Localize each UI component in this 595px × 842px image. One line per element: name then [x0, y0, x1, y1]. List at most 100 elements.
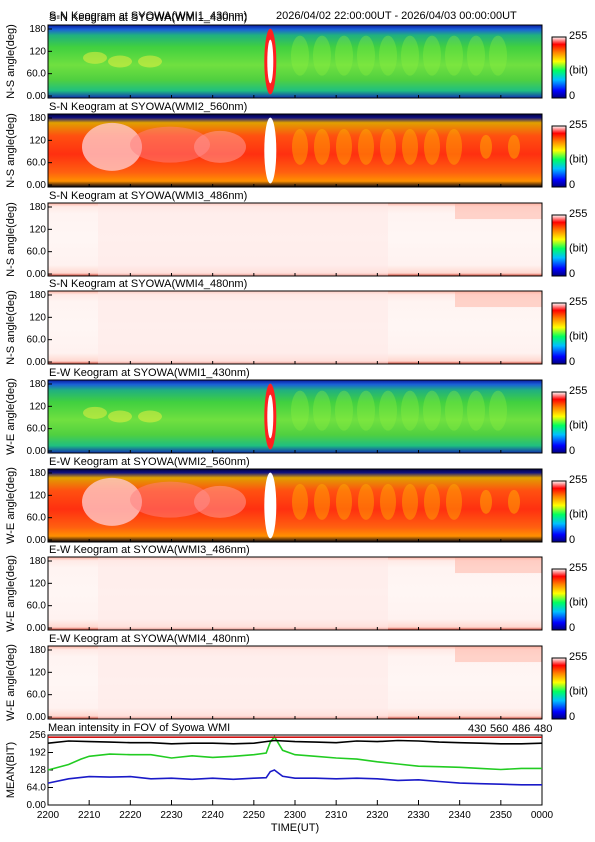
keogram-panels: S-N Keogram at SYOWA(WMI1_430nm) 0.00 60.0…	[5, 12, 588, 723]
colorbar-min-label: 0	[569, 711, 575, 723]
colorbar-max-label: 255	[569, 119, 587, 131]
colorbar-max-label: 255	[569, 385, 587, 397]
keogram-y-tick-label: 180	[29, 556, 46, 567]
colorbar	[551, 568, 567, 631]
mean-y-tick-label: 256	[29, 730, 46, 741]
aurora-burst	[264, 472, 277, 539]
keogram-panel: E-W Keogram at SYOWA(WMI2_560nm) 0.00 60.0…	[5, 456, 588, 546]
colorbar-unit-label: (bit)	[569, 154, 588, 166]
keogram-y-tick-label: 180	[29, 113, 46, 124]
keogram-y-tick-label: 0.00	[27, 535, 47, 546]
keogram-y-tick-label: 120	[29, 578, 46, 589]
keogram-texture	[98, 291, 542, 364]
mean-y-tick-label: 64.0	[27, 783, 47, 794]
aurora-burst-core	[267, 394, 274, 439]
keogram-title: S-N Keogram at SYOWA(WMI3_486nm)	[49, 190, 247, 202]
mean-chart-title: Mean intensity in FOV of Syowa WMI	[48, 722, 230, 734]
legend-entry: 480	[534, 723, 552, 735]
keogram-texture	[82, 122, 520, 171]
colorbar-unit-label: (bit)	[569, 597, 588, 609]
keogram-texture	[98, 646, 542, 719]
keogram-y-tick-label: 180	[29, 24, 46, 35]
colorbar-max-label: 255	[569, 30, 587, 42]
colorbar-unit-label: (bit)	[569, 243, 588, 255]
keogram-y-tick-label: 120	[29, 401, 46, 412]
keogram-title: S-N Keogram at SYOWA(WMI2_560nm)	[49, 101, 247, 113]
keogram-y-tick-label: 60.0	[27, 513, 47, 524]
keogram-y-label: W-E angle(deg)	[5, 555, 17, 632]
mean-y-tick-label: 192	[29, 748, 46, 759]
colorbar-min-label: 0	[569, 268, 575, 280]
keogram-y-tick-label: 60.0	[27, 690, 47, 701]
keogram-y-label: W-E angle(deg)	[5, 644, 17, 721]
keogram-panel: E-W Keogram at SYOWA(WMI4_480nm) 0.00 60.0…	[5, 633, 588, 723]
colorbar	[551, 391, 567, 454]
colorbar	[551, 214, 567, 277]
aurora-burst	[264, 117, 277, 184]
colorbar-unit-label: (bit)	[569, 509, 588, 521]
colorbar-min-label: 0	[569, 179, 575, 191]
mean-x-label: TIME(UT)	[271, 822, 319, 834]
keogram-y-tick-label: 0.00	[27, 712, 47, 723]
colorbar	[551, 480, 567, 543]
mean-x-tick-label: 2320	[366, 810, 389, 821]
keogram-y-tick-label: 60.0	[27, 247, 47, 258]
keogram-y-tick-label: 180	[29, 468, 46, 479]
colorbar-max-label: 255	[569, 562, 587, 574]
mean-x-tick-label: 2340	[449, 810, 472, 821]
keogram-y-tick-label: 120	[29, 490, 46, 501]
keogram-y-tick-label: 0.00	[27, 180, 47, 191]
keogram-title: E-W Keogram at SYOWA(WMI2_560nm)	[49, 456, 250, 468]
keogram-y-tick-label: 0.00	[27, 91, 47, 102]
keogram-y-label: N-S angle(deg)	[5, 290, 17, 365]
keogram-y-label: N-S angle(deg)	[5, 24, 17, 99]
keogram-y-tick-label: 60.0	[27, 424, 47, 435]
keogram-y-tick-label: 120	[29, 46, 46, 57]
keogram-y-tick-label: 0.00	[27, 269, 47, 280]
colorbar-unit-label: (bit)	[569, 65, 588, 77]
aurora-burst-core	[267, 39, 274, 84]
mean-x-tick-label: 2240	[202, 810, 225, 821]
mean-x-tick-label: 2310	[325, 810, 348, 821]
colorbar-min-label: 0	[569, 622, 575, 634]
colorbar	[551, 657, 567, 720]
mean-x-tick-label: 2250	[243, 810, 266, 821]
header-panel-title: S-N Keogram at SYOWA(WMI1_430nm)	[49, 10, 247, 22]
keogram-title: S-N Keogram at SYOWA(WMI4_480nm)	[49, 278, 247, 290]
keogram-y-tick-label: 180	[29, 202, 46, 213]
series-line-430	[47, 769, 542, 786]
keogram-title: E-W Keogram at SYOWA(WMI1_430nm)	[49, 367, 250, 379]
keogram-panel: S-N Keogram at SYOWA(WMI4_480nm) 0.00 60.0…	[5, 278, 588, 368]
colorbar-max-label: 255	[569, 651, 587, 663]
mean-x-tick-label: 2350	[490, 810, 513, 821]
colorbar-min-label: 0	[569, 534, 575, 546]
mean-x-tick-label: 0000	[531, 810, 554, 821]
keogram-title: E-W Keogram at SYOWA(WMI3_486nm)	[49, 544, 250, 556]
legend-entry: 430	[468, 723, 486, 735]
keogram-y-tick-label: 60.0	[27, 601, 47, 612]
keogram-y-label: W-E angle(deg)	[5, 467, 17, 544]
keogram-y-tick-label: 60.0	[27, 69, 47, 80]
legend-entry: 560	[490, 723, 508, 735]
mean-x-tick-label: 2200	[37, 810, 60, 821]
colorbar-max-label: 255	[569, 296, 587, 308]
colorbar-min-label: 0	[569, 356, 575, 368]
keogram-y-label: N-S angle(deg)	[5, 202, 17, 277]
keogram-y-label: N-S angle(deg)	[5, 113, 17, 188]
keogram-y-tick-label: 0.00	[27, 446, 47, 457]
keogram-title: E-W Keogram at SYOWA(WMI4_480nm)	[49, 633, 250, 645]
colorbar-unit-label: (bit)	[569, 686, 588, 698]
keogram-y-tick-label: 0.00	[27, 623, 47, 634]
mean-y-label: MEAN(BIT)	[5, 742, 17, 798]
keogram-texture	[98, 203, 542, 276]
legend-entry: 486	[512, 723, 530, 735]
series-line-480	[47, 739, 543, 745]
colorbar-max-label: 255	[569, 208, 587, 220]
keogram-y-tick-label: 120	[29, 135, 46, 146]
keogram-y-tick-label: 180	[29, 645, 46, 656]
colorbar	[551, 302, 567, 365]
keogram-panel: S-N Keogram at SYOWA(WMI1_430nm) 0.00 60.0…	[5, 12, 588, 102]
mean-x-tick-label: 2330	[407, 810, 430, 821]
keogram-panel: E-W Keogram at SYOWA(WMI1_430nm) 0.00 60.0…	[5, 367, 588, 457]
